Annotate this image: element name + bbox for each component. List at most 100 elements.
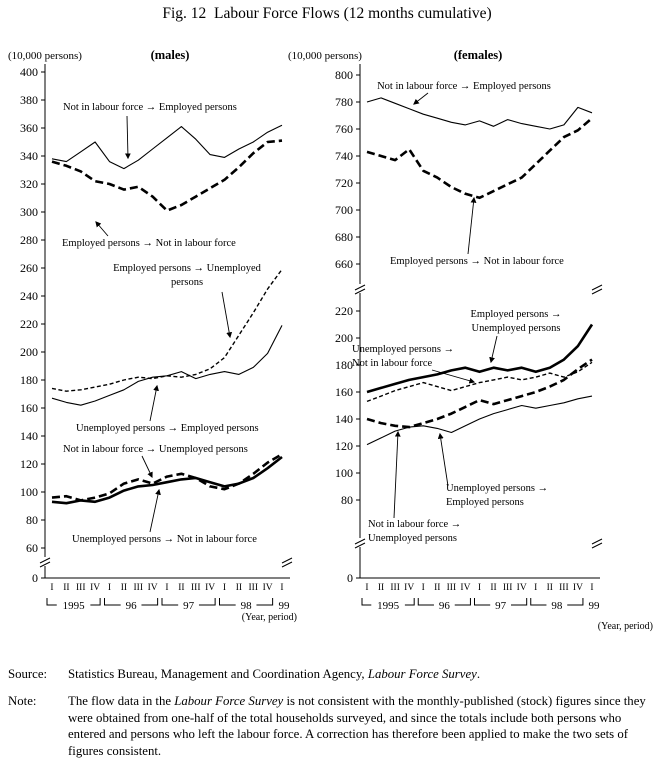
y-tick-label: 200 [20,345,38,359]
y-tick-label: 320 [20,177,38,191]
plain-text: The flow data in the [68,694,175,709]
quarter-label: III [390,583,400,593]
year-label: 98 [241,600,253,612]
quarter-label: I [280,583,283,593]
y-tick-label: 760 [335,122,353,136]
note-row: Note: The flow data in the Labour Force … [8,693,650,759]
year-label: 97 [495,600,507,612]
y-tick-label: 140 [20,429,38,443]
y-tick-label: 260 [20,261,38,275]
annotation-arrow [149,488,161,533]
source-label: Source: [8,667,48,681]
series-employed-persons-unemployed-persons [366,323,594,394]
units-label: (10,000 persons) [288,50,362,62]
series-not-in-labour-force-employed-persons [51,124,283,170]
annotation-label: Unemployed persons → Employed persons [76,423,259,434]
series-employed-persons-not-in-labour-force [51,139,283,212]
annotation-arrow [437,432,449,487]
y-tick-label: 200 [335,331,353,345]
axis-break-mask [592,284,602,293]
annotation-label: Employed persons → [471,309,562,320]
plain-text: is not consistent with the monthly-publi… [68,694,646,758]
y-tick-label: 140 [335,412,353,426]
y-tick-label: 120 [335,439,353,453]
annotation-arrow [149,384,159,422]
annotation-label: Not in labour force [352,358,433,369]
annotation-label: Employed persons → Unemployed [113,263,262,274]
y-tick-label: 340 [20,149,38,163]
y-tick-label: 360 [20,121,38,135]
year-bracket [474,598,528,606]
axis-break-icon [591,538,603,545]
y-tick-label: 0 [32,571,38,585]
y-tick-label: 380 [20,93,38,107]
axis-break-icon [354,284,366,291]
axis-break-mask [40,557,50,566]
annotation-label: Not in labour force → Employed persons [63,102,237,113]
units-label: (10,000 persons) [8,50,82,62]
y-tick-label: 720 [335,176,353,190]
axis-caption: (Year, period) [598,621,653,632]
annotation-arrow [431,369,476,384]
year-label: 98 [551,600,563,612]
quarter-label: III [191,583,201,593]
y-tick-label: 180 [20,373,38,387]
annotation-label: Employed persons → Not in labour force [62,238,236,249]
year-label: 96 [126,600,138,612]
plain-text: . [476,667,481,681]
y-tick-label: 280 [20,233,38,247]
panel-title: (females) [454,48,503,62]
series-not-in-labour-force-employed-persons [366,97,593,130]
year-bracket [46,598,101,606]
year-bracket [219,598,274,606]
annotation-label: Unemployed persons [368,533,457,544]
y-tick-label: 180 [335,358,353,372]
quarter-label: III [503,583,513,593]
y-tick-label: 240 [20,289,38,303]
annotation-label: Not in labour force → Unemployed persons [63,444,248,455]
annotation-label: Not in labour force → Employed persons [377,81,551,92]
y-tick-label: 660 [335,257,353,271]
y-tick-label: 800 [335,68,353,82]
year-label: 97 [183,600,195,612]
year-bracket [161,598,216,606]
source-text: Statistics Bureau, Management and Coordi… [68,666,650,682]
annotation-label: Unemployed persons [472,323,561,334]
panel-males: (10,000 persons) (males) 400 380 360 340 320 30… [8,48,297,623]
y-tick-label: 0 [347,571,353,585]
quarter-label: IV [460,583,470,593]
y-tick-label: 400 [20,65,38,79]
axis-break-icon [354,542,366,549]
panel-title: (males) [151,48,190,62]
y-tick-label: 160 [20,401,38,415]
series-not-in-labour-force-unemployed-persons [366,358,593,429]
y-tick-label: 780 [335,95,353,109]
quarter-label: III [559,583,569,593]
series-unemployed-persons-employed-persons [366,395,593,446]
year-label: 99 [589,600,601,612]
quarter-label: II [63,583,69,593]
note-text: The flow data in the Labour Force Survey… [68,693,650,759]
plain-text: Statistics Bureau, Management and Coordi… [68,667,368,681]
quarter-label: I [50,583,53,593]
note-label: Note: [8,694,37,709]
year-bracket [417,598,471,606]
figure-title: Fig. 12 Labour Force Flows (12 months cu… [162,5,492,22]
source-row: Source: Statistics Bureau, Management an… [8,666,650,682]
quarter-label: II [547,583,553,593]
quarter-label: IV [404,583,414,593]
y-tick-label: 160 [335,385,353,399]
series-unemployed-persons-not-in-labour-force [51,453,283,502]
y-tick-label: 60 [26,541,38,555]
axis-break-icon [281,561,293,568]
quarter-label: II [121,583,127,593]
y-tick-label: 120 [20,457,38,471]
series-unemployed-persons-not-in-labour-force [366,361,593,403]
year-bracket [361,598,415,606]
axis-break-mask [355,284,365,293]
quarter-label: IV [205,583,215,593]
annotation-label: Unemployed persons → Not in labour force [72,534,257,545]
quarter-label: III [134,583,144,593]
quarter-label: II [178,583,184,593]
y-tick-label: 220 [20,317,38,331]
